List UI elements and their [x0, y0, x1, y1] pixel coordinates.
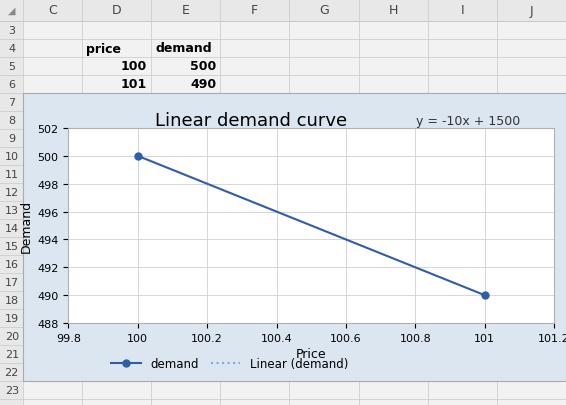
Text: 101: 101	[121, 78, 147, 91]
Text: H: H	[388, 4, 398, 17]
Legend: demand, Linear (demand): demand, Linear (demand)	[112, 357, 348, 370]
Y-axis label: Demand: Demand	[20, 199, 33, 252]
Text: 8: 8	[8, 116, 15, 126]
Text: 14: 14	[5, 224, 19, 233]
Text: 5: 5	[8, 62, 15, 72]
Text: 10: 10	[5, 151, 19, 162]
Text: G: G	[319, 4, 329, 17]
Text: F: F	[251, 4, 258, 17]
Text: Linear demand curve: Linear demand curve	[155, 112, 348, 130]
Text: 7: 7	[8, 98, 15, 108]
X-axis label: Price: Price	[296, 347, 327, 360]
demand	[134, 154, 141, 159]
Text: 4: 4	[8, 44, 15, 54]
Text: D: D	[112, 4, 121, 17]
Text: J: J	[530, 4, 533, 17]
Text: 13: 13	[5, 205, 19, 215]
Text: C: C	[48, 4, 57, 17]
Text: 18: 18	[5, 295, 19, 305]
Text: 9: 9	[8, 134, 15, 144]
Text: 16: 16	[5, 259, 19, 269]
Text: demand: demand	[155, 43, 212, 55]
Line: demand: demand	[134, 153, 488, 299]
Text: 12: 12	[5, 188, 19, 198]
Text: 490: 490	[190, 78, 216, 91]
Text: 22: 22	[5, 367, 19, 377]
Text: 500: 500	[190, 60, 216, 73]
Text: 19: 19	[5, 313, 19, 323]
Text: 6: 6	[8, 80, 15, 90]
Text: E: E	[182, 4, 190, 17]
Text: I: I	[461, 4, 464, 17]
Bar	[0, 0, 23, 405]
Text: 21: 21	[5, 349, 19, 359]
Text: ◢: ◢	[8, 6, 15, 16]
Bar	[0, 0, 566, 22]
demand	[481, 293, 488, 298]
Text: 17: 17	[5, 277, 19, 287]
Text: price: price	[86, 43, 121, 55]
Text: 20: 20	[5, 331, 19, 341]
Text: 3: 3	[8, 26, 15, 36]
Text: 15: 15	[5, 241, 19, 252]
Text: y = -10x + 1500: y = -10x + 1500	[416, 114, 521, 127]
Bar	[23, 94, 566, 381]
Text: 100: 100	[121, 60, 147, 73]
Text: 11: 11	[5, 170, 19, 179]
Text: 23: 23	[5, 385, 19, 395]
